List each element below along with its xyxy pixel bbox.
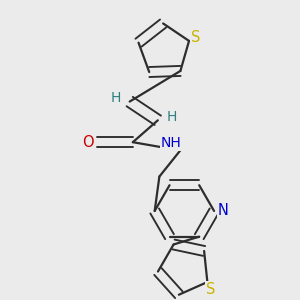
Text: N: N (218, 203, 229, 218)
Text: S: S (206, 282, 215, 297)
Text: H: H (110, 92, 121, 105)
Text: O: O (82, 135, 94, 150)
Text: H: H (167, 110, 177, 124)
Text: S: S (191, 30, 201, 45)
Text: NH: NH (161, 136, 182, 150)
